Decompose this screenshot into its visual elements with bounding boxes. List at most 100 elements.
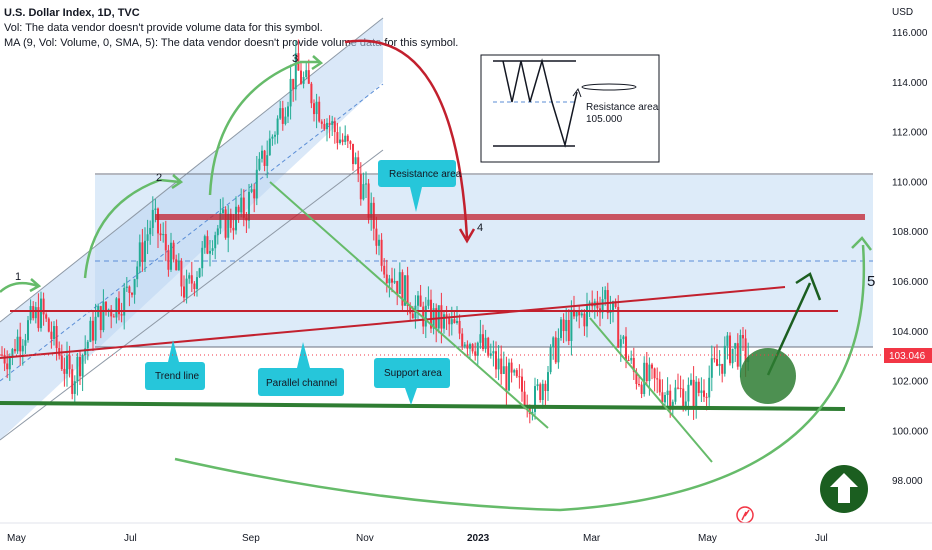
candle-body <box>154 208 157 210</box>
candle-body <box>588 302 591 305</box>
candle-body <box>1 354 3 356</box>
candle-body <box>450 319 453 325</box>
candle-body <box>94 316 97 341</box>
candle-body <box>510 362 513 373</box>
candle-body <box>396 280 399 294</box>
candle-body <box>398 272 401 294</box>
candle-body <box>105 301 107 312</box>
ma-note: MA (9, Vol: Volume, 0, SMA, 5): The data… <box>4 37 459 49</box>
trend-line <box>0 286 786 359</box>
candle-body <box>383 265 386 275</box>
candle-body <box>24 340 27 346</box>
candle-body <box>284 116 287 124</box>
candle-body <box>255 169 258 199</box>
resistance-callout[interactable]: Resistance area <box>378 160 462 212</box>
candle-body <box>66 355 68 374</box>
candle-body <box>471 344 474 352</box>
downtrend-line-2 <box>589 317 713 463</box>
candle-body <box>518 376 521 378</box>
candle-body <box>357 157 360 174</box>
support-callout-label: Support area <box>384 368 442 379</box>
candle-body <box>164 234 167 251</box>
wave-arrow-4-head <box>458 228 476 244</box>
price-tick-label: 116.000 <box>892 28 928 39</box>
candle-body <box>110 309 113 317</box>
candle-body <box>242 197 245 218</box>
candle-body <box>118 298 120 315</box>
candle-body <box>744 338 747 363</box>
candle-body <box>578 311 581 316</box>
price-tick-label: 104.000 <box>892 327 929 338</box>
candle-body <box>638 384 640 386</box>
wave-arrow-3-head <box>311 55 324 71</box>
candle-body <box>341 139 344 142</box>
candle-body <box>430 299 432 329</box>
time-tick-label: 2023 <box>467 533 490 544</box>
parallel-channel-callout-label: Parallel channel <box>266 378 337 389</box>
candle-body <box>198 268 201 278</box>
trend-line-callout-label: Trend line <box>155 371 200 382</box>
candle-body <box>333 121 336 133</box>
candle-body <box>409 306 412 314</box>
candle-body <box>261 150 263 159</box>
candle-body <box>705 396 708 398</box>
candle-body <box>536 384 539 387</box>
channel-mid-line <box>0 83 384 382</box>
time-tick-label: Jul <box>124 533 137 544</box>
candle-body <box>630 357 633 361</box>
trend-line-callout[interactable]: Trend line <box>145 340 205 390</box>
candle-body <box>554 337 557 363</box>
candle-body <box>276 118 279 135</box>
price-axis[interactable] <box>884 0 932 523</box>
candle-body <box>406 275 409 307</box>
candle-body <box>102 301 105 331</box>
symbol-title[interactable]: U.S. Dollar Index, 1D, TVC <box>4 7 140 19</box>
candle-body <box>76 356 79 382</box>
candle-body <box>625 336 627 360</box>
volume-note: Vol: The data vendor doesn't provide vol… <box>4 22 323 34</box>
parallel-channel-callout[interactable]: Parallel channel <box>258 342 344 396</box>
candle-body <box>627 359 630 361</box>
candle-body <box>214 235 217 249</box>
candle-body <box>417 295 419 306</box>
time-tick-label: Mar <box>583 533 601 544</box>
candle-body <box>703 390 705 397</box>
candle-body <box>445 314 448 318</box>
candle-body <box>11 349 14 358</box>
candle-body <box>315 101 318 115</box>
candle-body <box>326 122 328 130</box>
candle-body <box>248 191 250 221</box>
candle-body <box>183 286 185 298</box>
candle-body <box>367 183 370 218</box>
arrow-up-circle-icon <box>820 465 868 513</box>
candle-body <box>500 358 503 374</box>
candle-body <box>505 366 508 391</box>
candle-body <box>6 363 9 370</box>
time-axis[interactable] <box>0 523 932 550</box>
candle-body <box>219 213 222 229</box>
candle-body <box>216 228 219 236</box>
candle-body <box>404 275 406 306</box>
candle-body <box>188 275 191 279</box>
candle-body <box>63 369 66 374</box>
wave-label-5: 5 <box>867 273 875 290</box>
price-tick-label: 112.000 <box>892 128 928 139</box>
wave-arrow-1-head <box>29 278 42 293</box>
candle-body <box>664 395 666 403</box>
candle-body <box>331 121 334 125</box>
candle-body <box>196 277 198 289</box>
candle-body <box>718 363 721 366</box>
support-callout[interactable]: Support area <box>374 358 450 405</box>
candle-body <box>380 239 383 266</box>
price-tick-label: 98.000 <box>892 476 923 487</box>
candle-body <box>651 364 653 369</box>
candle-body <box>112 316 115 318</box>
candle-body <box>544 383 547 391</box>
candle-body <box>32 306 35 319</box>
candle-body <box>151 209 154 228</box>
candle-body <box>346 135 349 142</box>
candle-body <box>209 250 211 254</box>
candle-body <box>492 351 495 354</box>
candle-body <box>71 369 74 394</box>
